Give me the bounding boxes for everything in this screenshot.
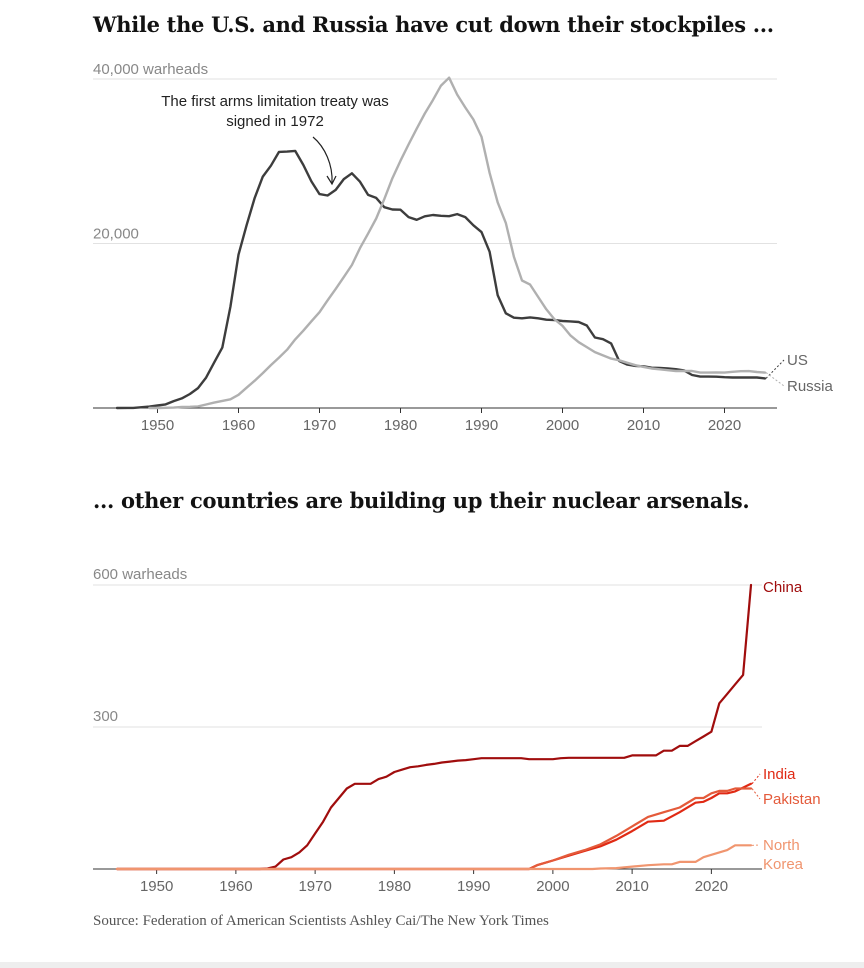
other-countries-line-chart: 300 600 warheads 1950 1960 1970 1980 1990 2000… xyxy=(93,566,821,895)
series-line-north-korea xyxy=(115,844,753,871)
series-line-us xyxy=(115,149,767,410)
x-tick-label-1960: 1960 xyxy=(219,878,252,895)
x-tick-label-1980: 1980 xyxy=(378,878,411,895)
chart-title-bottom: ... other countries are building up thei… xyxy=(93,488,750,513)
series-label-us: US xyxy=(787,352,808,369)
x-tick-label-1950: 1950 xyxy=(140,878,173,895)
annotation-arrow xyxy=(312,136,333,184)
annotation-arrowhead xyxy=(326,175,337,186)
series-label-leader-india xyxy=(751,773,761,785)
series-label-china: China xyxy=(763,579,803,596)
credit-text: Ashley Cai/The New York Times xyxy=(349,913,549,929)
series-label-leader-us xyxy=(765,359,785,379)
x-tick-label-1970: 1970 xyxy=(298,878,331,895)
series-label-leader-pakistan xyxy=(751,788,761,800)
x-tick-label-2020: 2020 xyxy=(695,878,728,895)
series-line-pakistan xyxy=(115,787,753,871)
x-tick-label-2020: 2020 xyxy=(708,417,741,434)
series-label-pakistan: Pakistan xyxy=(763,791,821,808)
y-tick-label-600: 600 warheads xyxy=(93,566,187,583)
annotation-text-line2: signed in 1972 xyxy=(226,113,324,130)
series-line-china xyxy=(115,583,753,871)
x-tick-label-2000: 2000 xyxy=(536,878,569,895)
annotation-text-line1: The first arms limitation treaty was xyxy=(161,93,389,110)
chart-title-top: While the U.S. and Russia have cut down … xyxy=(93,12,774,37)
y-tick-label-20000: 20,000 xyxy=(93,226,139,243)
series-label-north-korea-line2: Korea xyxy=(763,856,804,873)
source-label: Source: xyxy=(93,913,139,929)
x-tick-label-2000: 2000 xyxy=(546,417,579,434)
x-tick-label-1990: 1990 xyxy=(457,878,490,895)
x-tick-label-1960: 1960 xyxy=(222,417,255,434)
series-line-russia xyxy=(148,76,767,410)
x-tick-label-2010: 2010 xyxy=(615,878,648,895)
x-tick-label-1980: 1980 xyxy=(384,417,417,434)
series-line-india xyxy=(115,782,753,871)
series-label-leader-russia xyxy=(765,372,785,387)
x-tick-label-1950: 1950 xyxy=(141,417,174,434)
x-tick-label-1990: 1990 xyxy=(465,417,498,434)
y-tick-label-40000: 40,000 warheads xyxy=(93,61,208,78)
source-text: Federation of American Scientists xyxy=(142,913,347,929)
series-label-north-korea-line1: North xyxy=(763,837,800,854)
series-label-india: India xyxy=(763,766,796,783)
x-tick-label-1970: 1970 xyxy=(303,417,336,434)
page-bottom-divider xyxy=(0,962,864,968)
source-credit: Source: Federation of American Scientist… xyxy=(93,913,549,930)
series-label-russia: Russia xyxy=(787,378,834,395)
us-russia-line-chart: 20,000 40,000 warheads 1950 1960 1970 1980 19… xyxy=(93,61,834,434)
y-tick-label-300: 300 xyxy=(93,708,118,725)
x-tick-label-2010: 2010 xyxy=(627,417,660,434)
